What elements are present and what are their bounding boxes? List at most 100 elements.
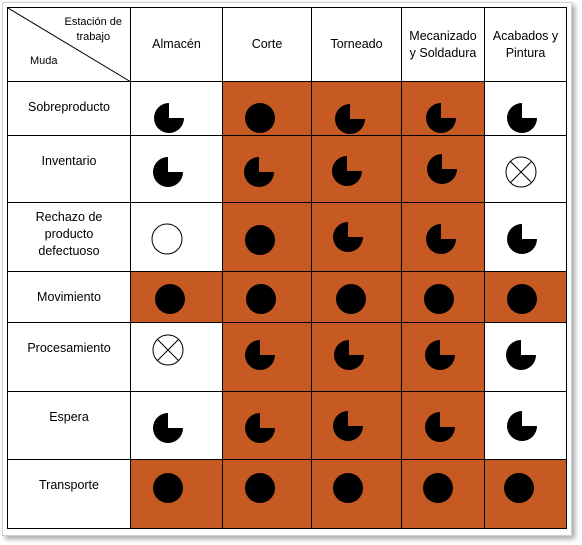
row-label: Rechazo de producto defectuoso [9, 209, 130, 260]
muda-matrix-table: Estación de trabajo Muda Almacén Corte T… [7, 7, 567, 529]
circle-full-icon [153, 473, 183, 503]
matrix-row: Movimiento [7, 271, 567, 323]
row-label: Inventario [9, 153, 130, 170]
row-label-line: Movimiento [37, 290, 101, 304]
circle-full-icon [423, 473, 453, 503]
pie-three-quarter-icon [333, 222, 363, 252]
row-label-line: Espera [49, 410, 89, 424]
circle-empty-icon [151, 223, 183, 255]
row-label-line: defectuoso [38, 244, 100, 258]
matrix-cell-almacen [130, 271, 223, 323]
row-header-cell: Procesamiento [7, 322, 131, 392]
matrix-cell-torneado [311, 202, 402, 272]
circle-full-icon [246, 284, 276, 314]
matrix-cell-mecanizado [401, 322, 485, 392]
row-label-line: Transporte [39, 478, 99, 492]
matrix-cell-acabados [484, 322, 567, 392]
matrix-cell-mecanizado [401, 271, 485, 323]
circle-cross-icon [152, 334, 184, 366]
matrix-cell-torneado [311, 459, 402, 529]
matrix-cell-corte [222, 271, 312, 323]
circle-full-icon [245, 103, 275, 133]
matrix-row: Transporte [7, 459, 567, 529]
matrix-cell-almacen [130, 135, 223, 203]
row-header-cell: Espera [7, 391, 131, 460]
matrix-row: Espera [7, 391, 567, 460]
matrix-cell-acabados [484, 202, 567, 272]
row-label-line: Rechazo de [35, 210, 103, 224]
column-header-almacen: Almacén [130, 7, 223, 82]
matrix-row: Rechazo de producto defectuoso [7, 202, 567, 272]
pie-three-quarter-icon [154, 103, 184, 133]
matrix-cell-mecanizado [401, 81, 485, 136]
header-row: Estación de trabajo Muda Almacén Corte T… [7, 7, 567, 82]
pie-three-quarter-icon [245, 413, 275, 443]
muda-axis-label: Muda [30, 55, 58, 67]
column-header-corte: Corte [222, 7, 312, 82]
row-label: Espera [9, 409, 130, 426]
matrix-cell-corte [222, 135, 312, 203]
column-header-label: Almacén [152, 37, 201, 51]
matrix-cell-torneado [311, 322, 402, 392]
document-frame: Estación de trabajo Muda Almacén Corte T… [2, 2, 572, 536]
matrix-cell-corte [222, 322, 312, 392]
matrix-cell-torneado [311, 391, 402, 460]
matrix-cell-mecanizado [401, 202, 485, 272]
matrix-cell-acabados [484, 81, 567, 136]
matrix-cell-almacen [130, 322, 223, 392]
row-label-line: producto [44, 227, 94, 241]
matrix-cell-mecanizado [401, 459, 485, 529]
circle-full-icon [504, 473, 534, 503]
pie-three-quarter-icon [245, 340, 275, 370]
row-label-line: Procesamiento [27, 341, 111, 355]
pie-three-quarter-icon [506, 340, 536, 370]
circle-full-icon [245, 225, 275, 255]
pie-three-quarter-icon [244, 157, 274, 187]
matrix-row: Inventario [7, 135, 567, 203]
row-label: Transporte [9, 477, 130, 494]
matrix-cell-acabados [484, 135, 567, 203]
circle-full-icon [507, 284, 537, 314]
pie-three-quarter-icon [426, 224, 456, 254]
matrix-cell-corte [222, 459, 312, 529]
circle-full-icon [155, 284, 185, 314]
row-header-cell: Transporte [7, 459, 131, 529]
column-header-label: Acabados y [492, 28, 559, 43]
pie-three-quarter-icon [425, 340, 455, 370]
matrix-cell-corte [222, 81, 312, 136]
matrix-row: Procesamiento [7, 322, 567, 392]
matrix-cell-almacen [130, 202, 223, 272]
matrix-cell-corte [222, 391, 312, 460]
station-axis-label: Estación de trabajo [65, 15, 122, 45]
matrix-cell-acabados [484, 271, 567, 323]
column-header-label-line2: Pintura [505, 45, 546, 60]
column-header-label: Mecanizado [409, 28, 477, 43]
pie-three-quarter-icon [334, 340, 364, 370]
row-label-line: Inventario [41, 154, 97, 168]
column-header-label: Torneado [330, 37, 383, 51]
station-axis-label-line2: trabajo [76, 31, 111, 43]
row-label-line: Sobreproducto [27, 100, 110, 114]
pie-three-quarter-icon [507, 224, 537, 254]
matrix-cell-almacen [130, 391, 223, 460]
circle-full-icon [336, 284, 366, 314]
row-header-cell: Movimiento [7, 271, 131, 323]
circle-full-icon [333, 473, 363, 503]
row-header-cell: Rechazo de producto defectuoso [7, 202, 131, 272]
matrix-cell-acabados [484, 459, 567, 529]
matrix-cell-torneado [311, 271, 402, 323]
matrix-cell-acabados [484, 391, 567, 460]
pie-three-quarter-icon [507, 411, 537, 441]
matrix-cell-almacen [130, 81, 223, 136]
circle-full-icon [245, 473, 275, 503]
column-header-torneado: Torneado [311, 7, 402, 82]
matrix-cell-torneado [311, 81, 402, 136]
column-header-label-line2: y Soldadura [409, 45, 477, 60]
pie-three-quarter-icon [153, 413, 183, 443]
pie-three-quarter-icon [425, 412, 455, 442]
diagonal-divider-line [8, 8, 130, 81]
column-header-mecanizado: Mecanizado y Soldadura [401, 7, 485, 82]
row-header-cell: Sobreproducto [7, 81, 131, 136]
row-label: Sobreproducto [9, 99, 130, 116]
column-header-acabados: Acabados y Pintura [484, 7, 567, 82]
